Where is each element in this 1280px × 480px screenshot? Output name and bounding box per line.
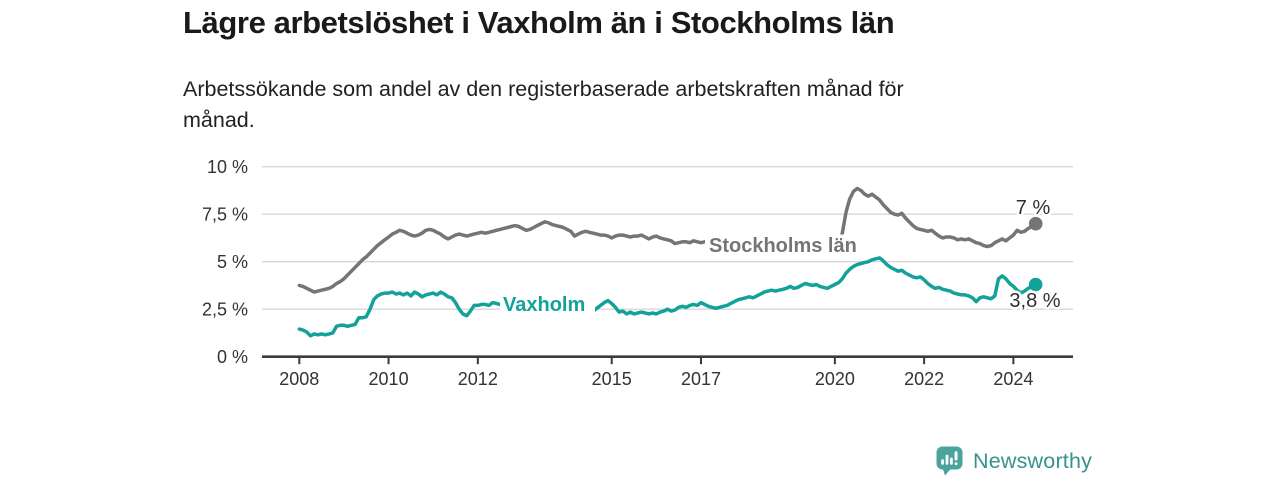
y-tick-label: 10 % xyxy=(207,157,248,177)
chart-subtitle-line-2: månad. xyxy=(183,108,255,132)
chart-subtitle-line-1: Arbetssökande som andel av den registerb… xyxy=(183,77,904,101)
y-tick-label: 5 % xyxy=(217,252,248,272)
y-tick-label: 7,5 % xyxy=(202,204,248,224)
end-dot-vaxholm xyxy=(1028,277,1043,292)
x-tick-label: 2008 xyxy=(279,369,319,389)
x-tick-label: 2017 xyxy=(681,369,721,389)
end-value-label-stockholms-lan: 7 % xyxy=(1016,197,1051,219)
series-label-mask xyxy=(705,235,870,257)
x-tick-label: 2010 xyxy=(369,369,409,389)
y-tick-label: 2,5 % xyxy=(202,299,248,319)
x-tick-label: 2024 xyxy=(993,369,1033,389)
y-tick-label: 0 % xyxy=(217,347,248,367)
series-label-mask xyxy=(500,294,595,316)
chart-title: Lägre arbetslöshet i Vaxholm än i Stockh… xyxy=(183,5,895,40)
x-tick-label: 2012 xyxy=(458,369,498,389)
series-line-stockholms-lan xyxy=(297,186,1038,294)
brand-footer: Newsworthy xyxy=(936,446,1092,476)
brand-name: Newsworthy xyxy=(973,448,1093,473)
series-line-vaxholm xyxy=(297,256,1038,338)
end-value-label-vaxholm: 3,8 % xyxy=(1009,290,1060,312)
x-tick-label: 2022 xyxy=(904,369,944,389)
series-label-stockholms-lan: Stockholms län xyxy=(709,235,857,257)
chart-subtitle: Arbetssökande som andel av den registerb… xyxy=(183,74,904,136)
x-tick-label: 2020 xyxy=(815,369,855,389)
newsworthy-logo-icon xyxy=(936,446,963,476)
end-dot-stockholms-lan xyxy=(1028,216,1043,231)
series-label-vaxholm: Vaxholm xyxy=(503,294,585,316)
x-tick-label: 2015 xyxy=(592,369,632,389)
